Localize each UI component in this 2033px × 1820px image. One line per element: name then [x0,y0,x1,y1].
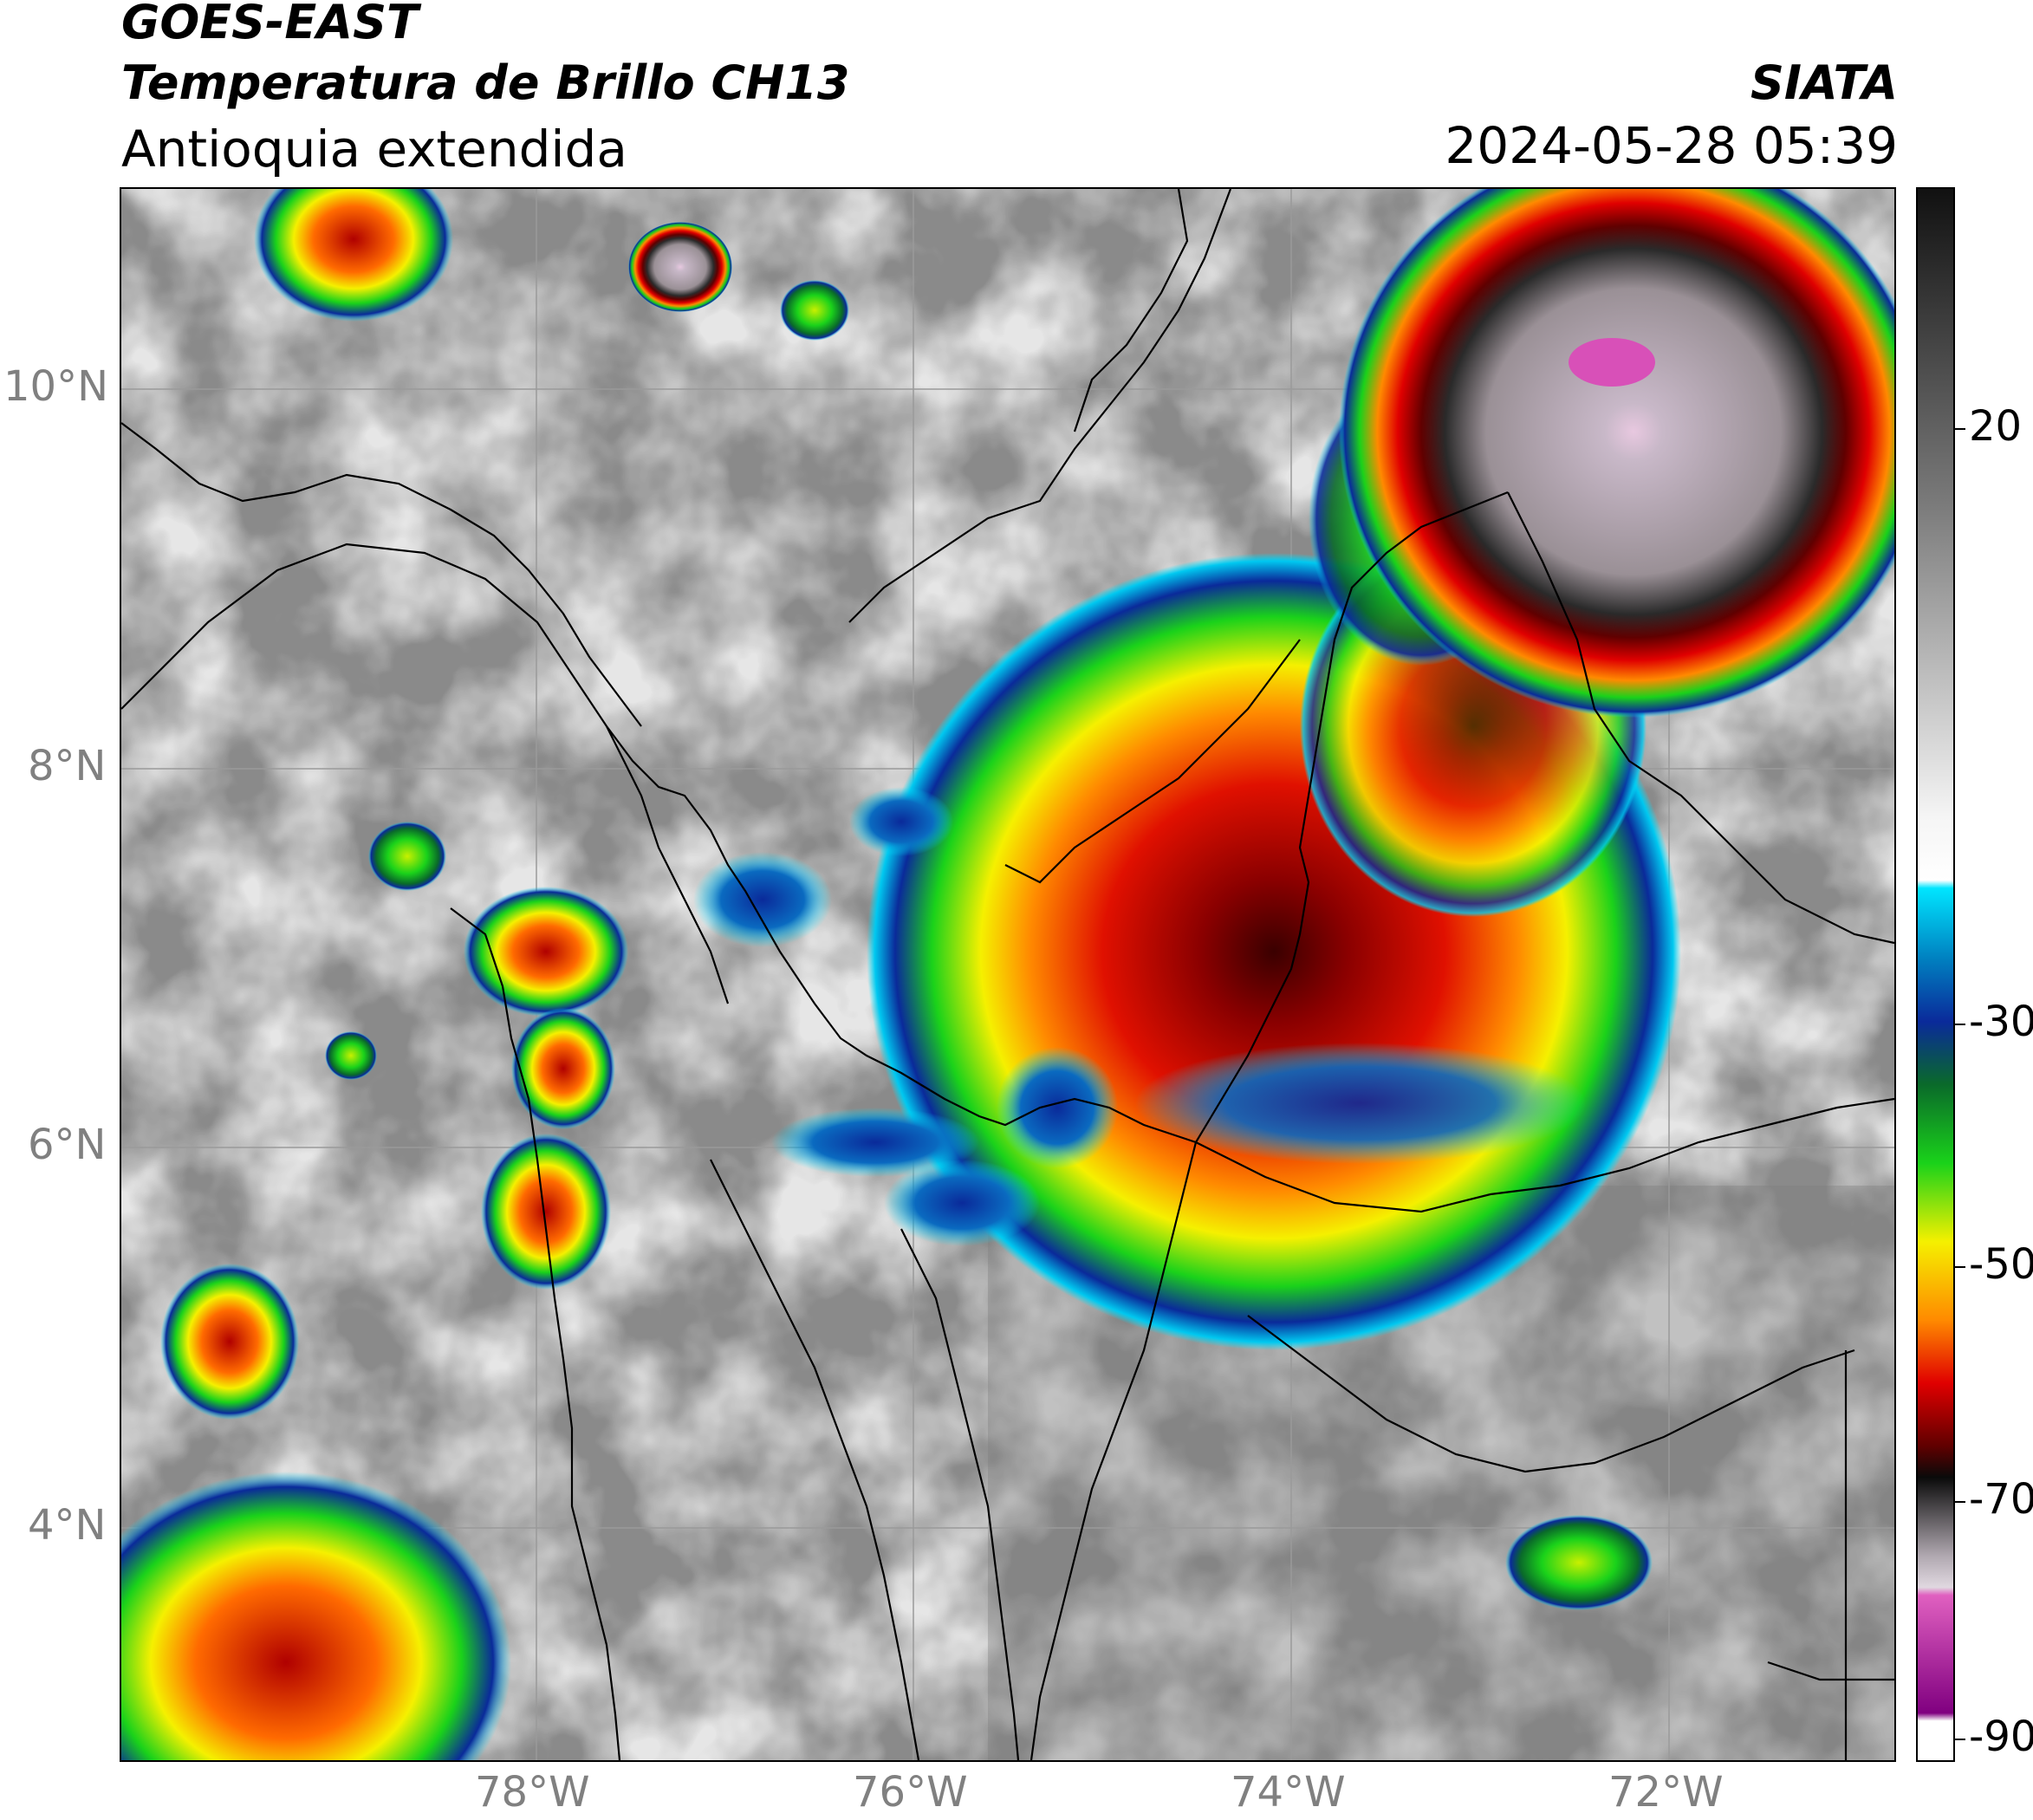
cell-blue-1 [693,852,832,947]
cell-uraba [511,1008,615,1129]
cell-nw [254,189,453,322]
datetime-label: 2024-05-28 05:39 [1445,116,1898,175]
colorbar-gradient [1918,189,1953,1760]
panama-coast [121,422,642,727]
cell-north [628,222,732,312]
satellite-map[interactable] [120,187,1896,1762]
colorbar-tick-70 [1955,1501,1965,1503]
cell-pacific-1 [368,822,446,891]
colorbar [1916,187,1955,1762]
lon-label-72: 72°W [1608,1768,1724,1817]
cell-southeast [1505,1515,1653,1610]
colorbar-tick-90 [1955,1739,1965,1740]
cell-blue-2 [771,1108,979,1177]
boundaries [121,189,1894,1760]
cell-choco [481,1134,611,1290]
map-svg [121,189,1894,1760]
colorbar-tick-20 [1955,428,1965,430]
satellite-title: GOES-EAST [121,0,419,49]
storm-anvil-south [1135,1043,1586,1164]
cell-blue-5 [849,787,953,856]
cell-blue-4 [997,1047,1118,1168]
international-border [1507,491,1894,945]
department-border-6 [1247,1315,1855,1473]
department-border-5 [900,1228,1020,1760]
colorbar-tick-50 [1955,1266,1965,1268]
department-border-8 [1073,189,1189,432]
border-east-south [1767,1661,1894,1681]
colorbar-label-90: -90 [1969,1713,2033,1761]
colorbar-label-70: -70 [1969,1475,2033,1524]
product-title: Temperatura de Brillo CH13 [121,55,850,110]
department-border-4 [1195,1097,1894,1213]
cell-blue-3 [884,1160,1040,1246]
organization-label: SIATA [1750,55,1898,110]
convective-cells [121,189,1894,1760]
region-subtitle: Antioquia extendida [121,120,627,179]
cell-north-small [780,280,849,341]
lon-label-78: 78°W [475,1768,590,1817]
colorbar-label-20: 20 [1969,402,2023,451]
lat-label-6: 6°N [28,1121,107,1169]
cell-southwest [121,1472,511,1760]
department-border-2 [1004,639,1301,884]
cell-darien [464,887,628,1017]
lat-label-8: 8°N [28,742,107,790]
department-border-3 [1029,1141,1198,1760]
lon-label-76: 76°W [853,1768,968,1817]
department-border-9 [606,725,730,1004]
coastline-north [121,543,1197,1144]
lat-label-10: 10°N [3,362,108,411]
lon-label-74: 74°W [1231,1768,1346,1817]
colorbar-label-50: -50 [1969,1240,2033,1289]
colorbar-label-30: -30 [1969,998,2033,1046]
department-border-1 [1195,491,1509,1143]
coldest-core [1569,338,1655,387]
pacific-coast [450,907,621,1760]
lat-label-4: 4°N [28,1501,107,1550]
storm-northeast [1339,189,1894,718]
cell-pacific-3 [160,1264,299,1420]
cell-pacific-2 [325,1031,377,1080]
colorbar-tick-30 [1955,1024,1965,1025]
caribbean-coast [848,189,1232,623]
department-border-7 [710,1159,920,1760]
